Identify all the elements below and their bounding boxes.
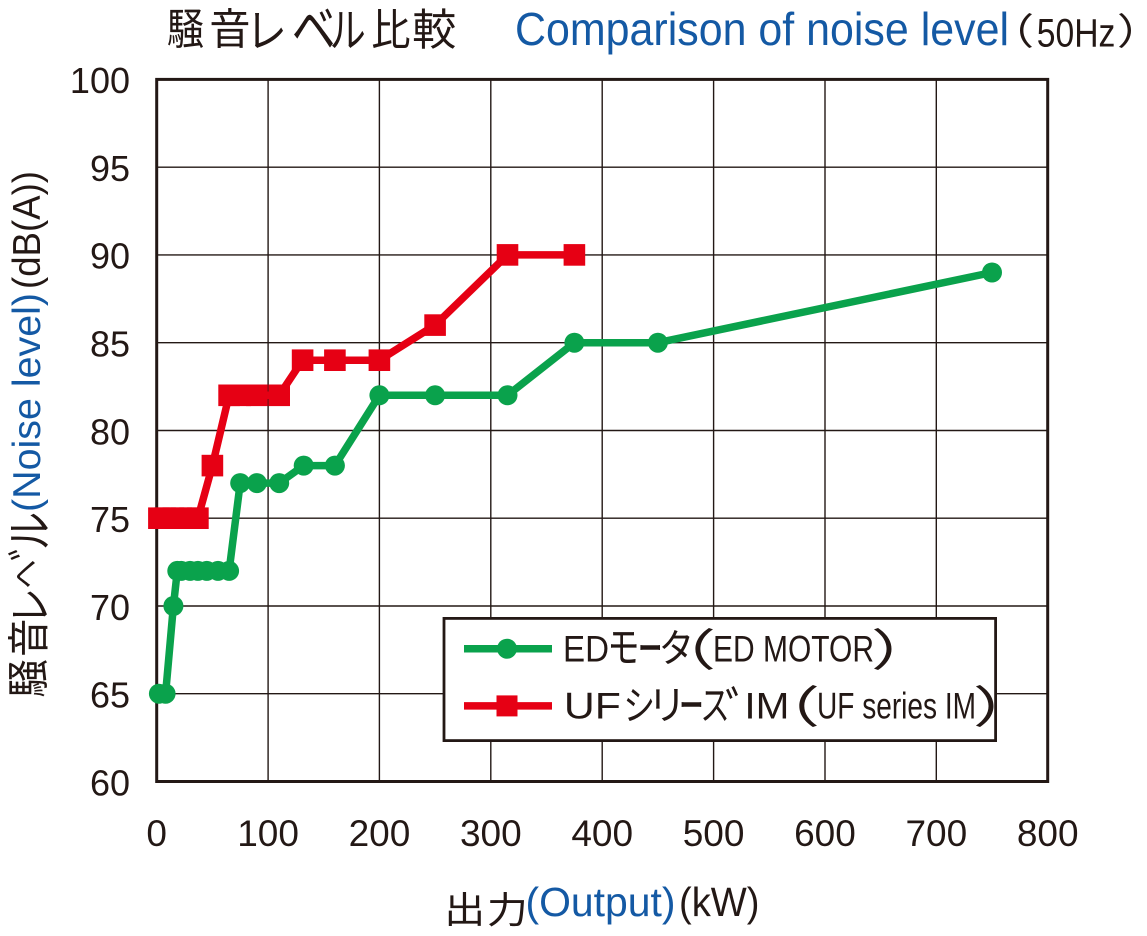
svg-text:ED: ED [563,629,609,670]
svg-text:85: 85 [90,323,130,364]
svg-text:700: 700 [905,813,967,854]
svg-text:UF: UF [564,686,621,727]
svg-text:90: 90 [90,236,130,277]
svg-text:600: 600 [794,813,856,854]
svg-text:IM: IM [744,686,789,727]
svg-text:65: 65 [90,675,130,716]
svg-text:100: 100 [237,813,299,854]
svg-text:Comparison of noise level: Comparison of noise level [515,3,1009,55]
svg-text:(Output): (Output) [526,879,676,925]
svg-text:UF series IM: UF series IM [817,686,976,727]
svg-text:500: 500 [683,813,745,854]
svg-text:100: 100 [70,60,130,101]
svg-text:50Hz: 50Hz [1037,12,1116,56]
svg-text:(dB(A)): (dB(A)) [6,171,49,289]
svg-text:80: 80 [90,411,130,452]
svg-text:400: 400 [571,813,633,854]
svg-text:ED MOTOR: ED MOTOR [713,629,874,670]
svg-text:(Noise level): (Noise level) [6,293,49,512]
svg-text:95: 95 [90,148,130,189]
svg-text:60: 60 [90,762,130,803]
svg-text:(kW): (kW) [679,879,760,925]
svg-text:200: 200 [349,813,411,854]
svg-text:300: 300 [460,813,522,854]
svg-text:0: 0 [146,813,167,854]
svg-text:800: 800 [1017,813,1079,854]
svg-text:75: 75 [90,499,130,540]
svg-text:70: 70 [90,587,130,628]
